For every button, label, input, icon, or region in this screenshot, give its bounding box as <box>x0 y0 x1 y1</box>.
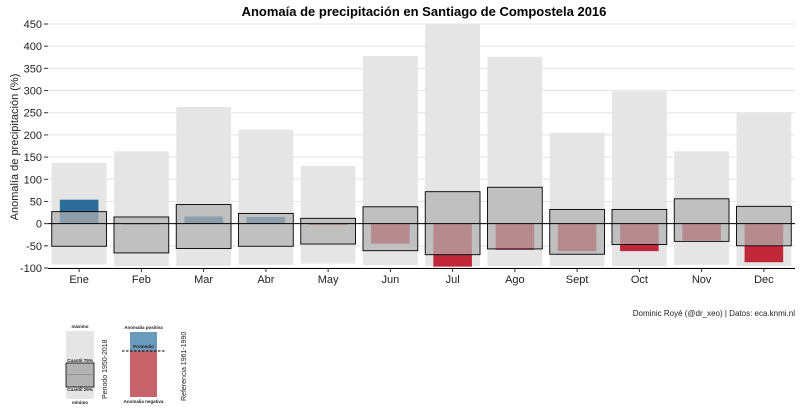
iqr-box <box>736 205 792 247</box>
x-tick-label: Oct <box>631 274 648 286</box>
x-tick-label: Mar <box>194 274 213 286</box>
y-axis-title: Anomalía de precipitación (%) <box>9 74 21 221</box>
legend-mean-label: Promedio <box>133 344 154 349</box>
x-tick-label: Ago <box>505 274 525 286</box>
legend-iqr-box <box>65 362 95 388</box>
iqr-box <box>113 216 170 254</box>
legend-positive-label: Anomalia positiva <box>124 325 163 330</box>
iqr-box <box>549 208 605 255</box>
x-tick-label: Jun <box>382 274 400 286</box>
x-tick-label: Abr <box>257 274 274 286</box>
legend-q25-label: Cuantil 25% <box>67 387 93 392</box>
x-tick-label: Dec <box>754 274 774 286</box>
y-tick-label: 450 <box>24 19 42 31</box>
y-axis-ticks: -100 -50 0 50 100 150 200 250 300 350 400 450 <box>20 19 48 275</box>
legend-negative-label: Anomalia negativa <box>124 399 164 404</box>
legend-period-label: Periodo 1950-2018 <box>102 339 109 399</box>
iqr-box <box>673 198 730 242</box>
y-tick-label: 0 <box>36 219 42 231</box>
x-tick-label: Ene <box>69 274 89 286</box>
legend-negative-bar <box>130 351 157 397</box>
chart-title: Anomaía de precipitación en Santiago de … <box>242 4 607 19</box>
iqr-box <box>238 212 294 247</box>
y-tick-label: 100 <box>24 174 42 186</box>
legend-reference-label: Referencia 1961-1990 <box>181 332 188 401</box>
legend-max-label: máximo <box>71 324 88 329</box>
iqr-box <box>175 204 232 249</box>
legend-q75-label: Cuantil 75% <box>67 358 93 363</box>
y-tick-label: 50 <box>30 196 42 208</box>
y-tick-label: -50 <box>26 241 42 253</box>
x-tick-label: Nov <box>692 274 712 286</box>
iqr-box <box>362 206 419 252</box>
iqr-box <box>300 217 356 245</box>
y-tick-label: -100 <box>20 263 42 275</box>
y-tick-label: 200 <box>24 130 42 142</box>
legend-range: máximo Cuantil 75% Cuantil 25% mínimo Pe… <box>65 324 109 405</box>
iqr-box <box>51 211 107 247</box>
x-tick-label: May <box>318 274 339 286</box>
source-caption: Dominic Royé (@dr_xeo) | Datos: eca.knmi… <box>633 309 795 318</box>
x-tick-label: Feb <box>132 274 151 286</box>
y-tick-label: 400 <box>24 41 42 53</box>
legend-min-label: mínimo <box>72 400 88 405</box>
y-tick-label: 250 <box>24 108 42 120</box>
x-tick-label: Sept <box>566 274 589 286</box>
iqr-box <box>487 186 543 250</box>
range-bar <box>300 165 356 264</box>
y-tick-label: 350 <box>24 63 42 75</box>
x-axis-ticks: Ene Feb Mar Abr May Jun Jul Ago Sept Oct Nov Dec <box>69 268 774 286</box>
y-tick-label: 300 <box>24 86 42 98</box>
legend-positive-bar <box>130 332 157 351</box>
iqr-boxes <box>51 186 792 256</box>
iqr-box <box>611 208 668 245</box>
x-tick-label: Jul <box>446 274 460 286</box>
legend-anomaly: Anomalia positiva Promedio Anomalia nega… <box>122 325 188 404</box>
y-tick-label: 150 <box>24 152 42 164</box>
